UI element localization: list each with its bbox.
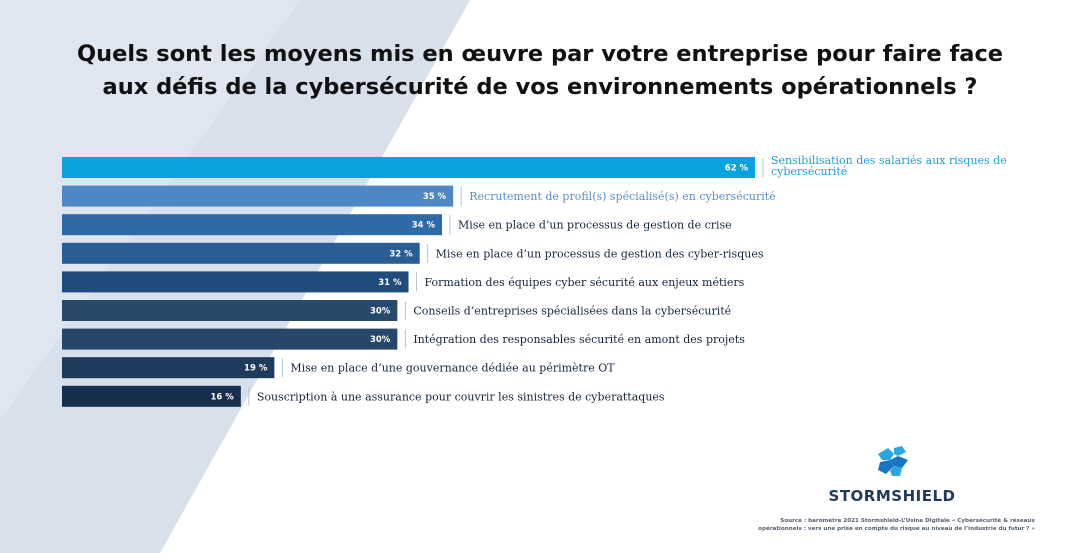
category-label: Conseils d’entreprises spécialisées dans… — [413, 305, 731, 318]
bar — [62, 300, 398, 321]
source-note: Source : baromètre 2021 Stormshield-L’Us… — [700, 517, 1035, 533]
bar-value-label: 32 % — [389, 249, 413, 259]
category-label-line: Intégration des responsables sécurité en… — [413, 333, 745, 346]
chart-title: Quels sont les moyens mis en œuvre par v… — [40, 38, 1040, 104]
category-label: Recrutement de profil(s) spécialisé(s) e… — [469, 190, 775, 203]
category-label-line: Recrutement de profil(s) spécialisé(s) e… — [469, 190, 775, 203]
bar-row: 30% Conseils d’entreprises spécialisées d… — [62, 300, 731, 321]
brand-name: STORMSHIELD — [828, 487, 956, 505]
bar-value-label: 34 % — [412, 221, 436, 231]
chart-title-line-2: aux défis de la cybersécurité de vos env… — [102, 74, 978, 100]
bar — [62, 157, 755, 178]
category-label: Souscription à une assurance pour couvri… — [257, 390, 665, 403]
source-note-line-2: opérationnels : vers une prise en compte… — [758, 526, 1035, 532]
bar-row: 35 % Recrutement de profil(s) spécialisé(… — [62, 185, 776, 207]
chart-title-line-1: Quels sont les moyens mis en œuvre par v… — [76, 41, 1004, 67]
bar-value-label: 35 % — [423, 192, 447, 202]
bar-value-label: 30% — [370, 335, 391, 345]
bar-value-label: 16 % — [211, 392, 235, 402]
bar-row: 30% Intégration des responsables sécurité… — [62, 328, 745, 350]
bar-row: 32 % Mise en place d’un processus de gest… — [62, 242, 764, 264]
bar — [62, 357, 275, 379]
bar — [62, 385, 241, 407]
bar-value-label: 30% — [370, 307, 391, 317]
stormshield-logo-icon — [878, 446, 908, 476]
bar-row: 31 % Formation des équipes cyber sécurité… — [62, 271, 745, 293]
bar-value-label: 31 % — [378, 278, 402, 288]
category-label: Formation des équipes cyber sécurité aux… — [425, 276, 745, 289]
category-label-line: Mise en place d’une gouvernance dédiée a… — [290, 362, 615, 375]
bar — [62, 271, 409, 293]
bar — [62, 214, 443, 236]
brand-logo: STORMSHIELD — [822, 444, 962, 505]
bar — [62, 328, 398, 350]
bar — [62, 242, 420, 264]
category-label: Mise en place d’une gouvernance dédiée a… — [290, 362, 615, 375]
category-label-line: cybersécurité — [771, 165, 847, 178]
bar-row: 16 % Souscription à une assurance pour co… — [62, 385, 665, 407]
bar-row: 19 % Mise en place d’une gouvernance dédi… — [62, 357, 615, 379]
bar-value-label: 19 % — [244, 364, 268, 374]
source-note-line-1: Source : baromètre 2021 Stormshield-L’Us… — [780, 518, 1035, 524]
bar — [62, 185, 454, 207]
category-label-line: Mise en place d’un processus de gestion … — [458, 219, 732, 232]
category-label-line: Mise en place d’un processus de gestion … — [436, 247, 764, 260]
bar-row: 34 % Mise en place d’un processus de gest… — [62, 214, 732, 236]
category-label-line: Souscription à une assurance pour couvri… — [257, 390, 665, 403]
bar-value-label: 62 % — [725, 164, 749, 174]
category-label: Sensibilisation des salariés aux risques… — [771, 154, 1007, 178]
category-label-line: Formation des équipes cyber sécurité aux… — [425, 276, 745, 289]
category-label: Intégration des responsables sécurité en… — [413, 333, 745, 346]
bar-row: 62 % Sensibilisation des salariés aux ris… — [62, 154, 1007, 178]
category-label: Mise en place d’un processus de gestion … — [436, 247, 764, 260]
category-label-line: Sensibilisation des salariés aux risques… — [771, 154, 1007, 167]
category-label-line: Conseils d’entreprises spécialisées dans… — [413, 305, 731, 318]
category-label: Mise en place d’un processus de gestion … — [458, 219, 732, 232]
